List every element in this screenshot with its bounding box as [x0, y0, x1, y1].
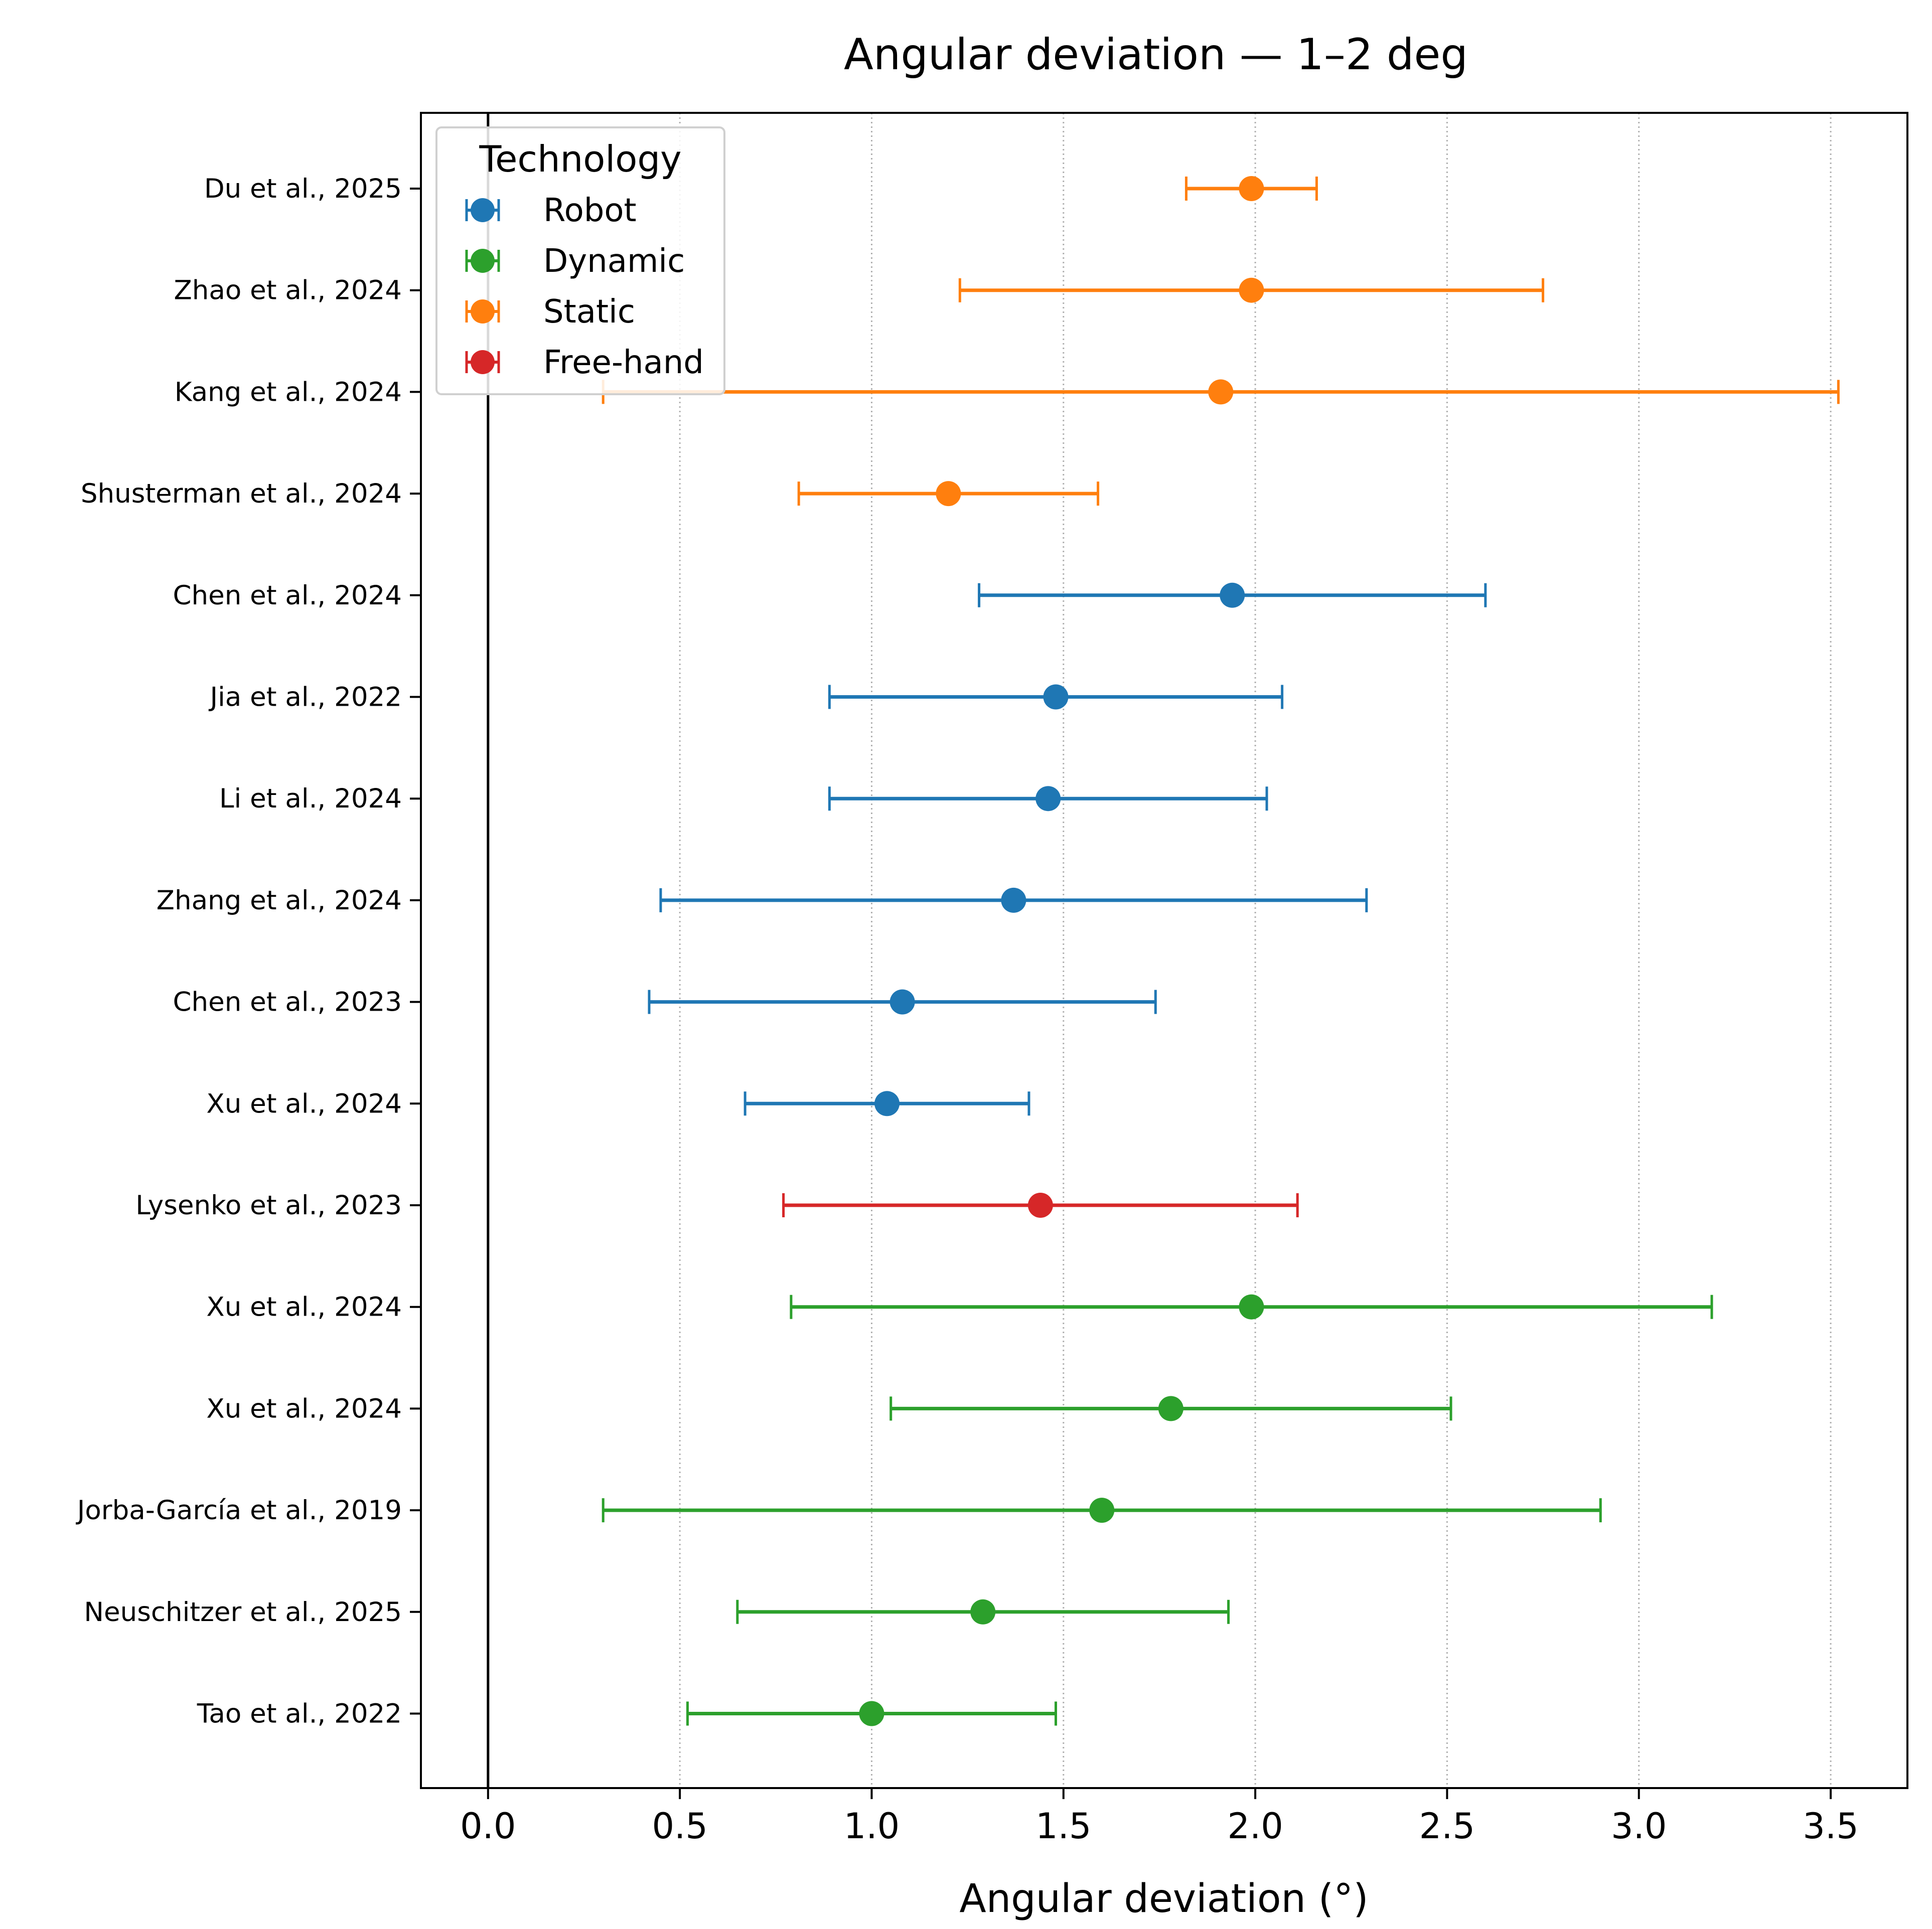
legend-entry: Robot — [465, 192, 637, 229]
legend-label: Robot — [543, 192, 637, 229]
x-axis-label: Angular deviation (°) — [959, 1876, 1368, 1921]
mean-point — [859, 1701, 884, 1726]
mean-point — [1001, 887, 1026, 913]
error-bar-row — [978, 582, 1487, 608]
mean-point — [970, 1599, 996, 1625]
mean-point — [936, 481, 961, 507]
y-tick-label: Xu et al., 2024 — [206, 1088, 402, 1119]
x-tick-label: 3.0 — [1611, 1806, 1667, 1847]
error-bar-row — [782, 1193, 1299, 1218]
x-axis: 0.0 0.5 1.0 1.5 2.0 2.5 3.0 3.5 — [460, 1788, 1859, 1847]
y-tick-label: Du et al., 2025 — [204, 174, 402, 204]
legend-title: Technology — [479, 138, 681, 180]
gridlines — [679, 113, 1832, 1788]
error-bar-row — [602, 1498, 1602, 1523]
x-tick-label: 2.0 — [1227, 1806, 1283, 1847]
y-tick-label: Zhang et al., 2024 — [157, 885, 402, 916]
y-tick-label: Lysenko et al., 2023 — [135, 1190, 402, 1221]
y-tick-label: Xu et al., 2024 — [206, 1292, 402, 1323]
error-bar-row — [958, 277, 1545, 303]
legend: Technology Robot Dynamic Static Free-hand — [435, 126, 725, 395]
error-bar-row — [686, 1701, 1057, 1726]
mean-point — [1027, 1193, 1053, 1218]
mean-point — [1220, 582, 1245, 608]
mean-point — [1239, 1294, 1264, 1320]
legend-marker — [471, 198, 495, 222]
y-tick-label: Jia et al., 2022 — [208, 682, 402, 713]
x-tick-label: 1.0 — [844, 1806, 900, 1847]
mean-point — [1035, 786, 1061, 812]
error-bar-row — [828, 684, 1284, 710]
error-bar-row — [648, 989, 1157, 1015]
x-tick-label: 1.5 — [1035, 1806, 1091, 1847]
error-bar-row — [659, 887, 1368, 913]
mean-point — [1239, 176, 1264, 201]
mean-point — [874, 1091, 900, 1116]
legend-entry: Free-hand — [465, 344, 704, 381]
legend-label: Free-hand — [543, 344, 704, 381]
error-bar-row — [736, 1599, 1230, 1625]
mean-point — [1043, 684, 1069, 710]
error-bar-row — [828, 786, 1268, 812]
legend-label: Static — [543, 293, 635, 331]
mean-point — [1239, 277, 1264, 303]
error-bar-row — [790, 1294, 1713, 1320]
error-bar-row — [602, 379, 1840, 405]
x-tick-label: 2.5 — [1419, 1806, 1475, 1847]
mean-point — [1158, 1396, 1183, 1421]
x-tick-label: 0.5 — [652, 1806, 707, 1847]
legend-marker — [471, 350, 495, 374]
error-bar-row — [1184, 176, 1318, 201]
y-tick-label: Xu et al., 2024 — [206, 1393, 402, 1424]
mean-point — [1208, 379, 1234, 405]
error-bar-row — [889, 1396, 1452, 1421]
y-tick-label: Li et al., 2024 — [219, 783, 402, 814]
mean-point — [1089, 1498, 1115, 1523]
legend-label: Dynamic — [543, 243, 685, 280]
y-axis: Du et al., 2025 Zhao et al., 2024 Kang et … — [76, 174, 421, 1729]
x-tick-label: 3.5 — [1803, 1806, 1858, 1847]
error-bar-row — [744, 1091, 1030, 1116]
legend-box — [435, 126, 725, 395]
axes-frame — [420, 112, 1908, 1789]
y-tick-label: Chen et al., 2024 — [173, 580, 402, 611]
y-tick-label: Chen et al., 2023 — [173, 987, 402, 1018]
error-bar-row — [797, 481, 1100, 507]
legend-marker — [471, 299, 495, 324]
legend-entry: Dynamic — [465, 243, 685, 280]
data-marks — [602, 176, 1840, 1726]
legend-entry: Static — [465, 293, 635, 331]
chart-title: Angular deviation — 1–2 deg — [844, 30, 1468, 80]
mean-point — [889, 989, 915, 1015]
y-tick-label: Jorba-García et al., 2019 — [76, 1495, 402, 1526]
y-tick-label: Neuschitzer et al., 2025 — [84, 1597, 402, 1628]
y-tick-label: Kang et al., 2024 — [175, 377, 402, 407]
x-tick-label: 0.0 — [460, 1806, 516, 1847]
legend-marker — [471, 249, 495, 273]
y-tick-label: Tao et al., 2022 — [197, 1699, 402, 1729]
y-tick-label: Zhao et al., 2024 — [174, 275, 402, 306]
y-tick-label: Shusterman et al., 2024 — [81, 478, 402, 509]
